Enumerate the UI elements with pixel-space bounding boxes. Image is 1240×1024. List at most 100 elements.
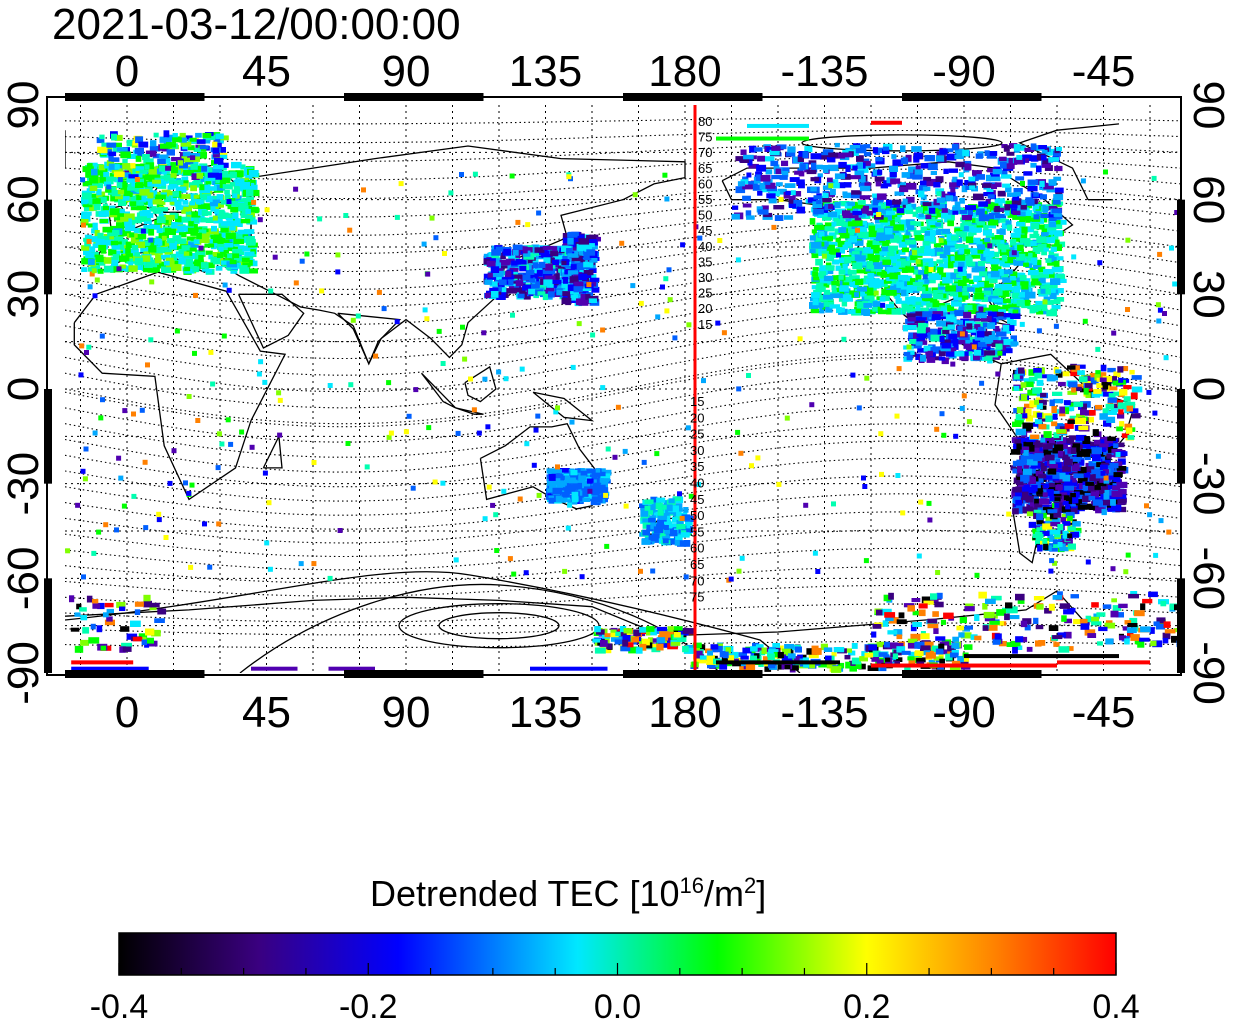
tec-point [812,271,819,277]
tec-point [796,179,805,185]
tec-point [939,191,946,196]
tec-point [169,180,178,187]
tec-point [945,195,953,201]
tec-point [1119,389,1128,396]
tec-point [863,144,871,149]
tec-point [963,285,970,292]
tec-point [998,290,1010,297]
tec-point [1062,466,1072,472]
tec-point [525,257,536,264]
tec-point [181,209,190,214]
tec-point [1099,377,1107,382]
contour-line [65,584,1181,610]
tec-point [214,142,222,149]
tec-point [975,297,981,302]
tec-point [1107,447,1115,453]
tec-point [212,147,219,154]
tec-point [813,195,822,200]
tec-point [1032,306,1039,313]
tec-point [158,154,169,159]
tec-point [770,160,779,167]
tec-point [870,245,880,250]
tec-point [491,249,502,256]
tec-point [92,222,98,230]
tec-point [511,260,518,266]
tec-point [156,228,163,234]
tec-point [973,275,982,283]
tec-point [892,159,903,166]
tec-point [827,211,838,218]
tec-point [94,230,100,236]
tec-point [198,176,206,183]
tec-point [129,201,137,207]
tec-observation-points [65,120,1181,673]
tec-point [134,257,143,262]
tec-point [532,275,541,283]
coastline [73,271,287,501]
tec-point [941,342,952,349]
tec-point [967,287,975,292]
tec-point [1129,408,1139,413]
tec-point [956,179,963,186]
tec-point [172,213,178,219]
tec-point [984,331,992,338]
contour-line [65,389,1181,458]
tec-point [1022,468,1032,476]
tec-point [200,217,209,223]
tec-point [1007,213,1017,218]
tec-point [737,181,745,187]
tec-point [898,243,907,248]
tec-point [1051,421,1058,427]
tec-point [1116,426,1123,432]
tec-point [237,170,243,178]
tec-point [856,301,867,309]
tec-point [536,269,543,277]
tec-point [190,229,198,236]
tec-point [109,186,116,192]
tec-point [776,144,787,150]
tec-point [946,347,957,353]
tec-point [1067,419,1075,424]
tec-point [120,185,131,193]
tec-point [528,288,536,295]
tec-point [765,169,773,175]
tec-point [867,240,878,246]
tec-point [552,279,562,285]
tec-point [1034,453,1044,458]
tec-point [97,177,108,184]
tec-point [567,237,574,245]
tec-point [967,182,977,188]
tec-point [1054,288,1064,294]
tec-point [119,264,126,269]
tec-point [212,141,218,148]
tec-point [1034,498,1043,505]
tec-point [1107,376,1117,383]
tec-point [831,290,837,296]
tec-point [950,247,956,252]
tec-point [175,166,183,173]
tec-point [1005,186,1012,193]
tec-point [940,339,951,344]
tec-point [1091,469,1100,475]
tec-point [914,235,924,241]
tec-point [968,209,973,217]
tec-point [980,290,992,296]
tec-point [1106,465,1115,472]
tec-point [1064,479,1073,487]
tec-point [918,213,924,218]
tec-point [114,134,123,141]
tec-point [1037,237,1047,243]
tec-point [170,184,179,189]
tec-point [848,235,857,243]
tec-point [1001,284,1013,291]
tec-point [813,208,824,215]
tec-point [531,284,540,289]
tec-point [1099,464,1108,471]
tec-point [136,205,147,211]
tec-point [217,253,224,258]
tec-point [143,214,151,222]
tec-point [123,192,133,197]
tec-point [865,278,873,284]
tec-point [998,306,1006,312]
tec-point [1033,447,1040,455]
